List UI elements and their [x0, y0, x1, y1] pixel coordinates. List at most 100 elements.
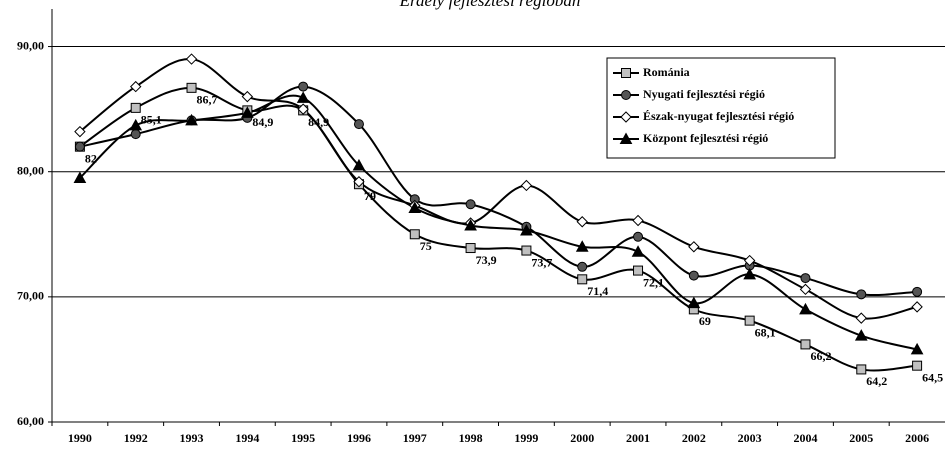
marker [799, 283, 812, 296]
x-tick-label: 2001 [626, 431, 650, 445]
marker [577, 274, 588, 285]
marker [800, 273, 811, 284]
y-tick-label: 80,00 [17, 163, 44, 177]
data-label: 86,7 [197, 93, 218, 107]
x-tick-label: 1994 [235, 431, 259, 445]
data-label: 69 [699, 314, 711, 328]
marker [186, 82, 197, 93]
marker [520, 179, 533, 192]
marker [688, 241, 700, 253]
marker [912, 286, 923, 297]
data-label: 79 [364, 189, 376, 203]
marker [621, 90, 631, 100]
marker [185, 53, 198, 65]
x-tick-label: 1996 [347, 431, 371, 445]
data-label: 68,1 [755, 325, 776, 339]
marker [799, 302, 812, 315]
legend-label: Románia [643, 65, 690, 79]
marker [633, 265, 644, 276]
marker [353, 176, 365, 188]
legend-label: Nyugati fejlesztési régió [643, 87, 765, 101]
marker [687, 296, 701, 309]
marker [130, 102, 141, 113]
marker [409, 229, 420, 240]
marker [130, 80, 142, 93]
legend-label: Észak-nyugat fejlesztési régió [643, 109, 794, 123]
marker [241, 90, 254, 103]
x-tick-label: 1990 [68, 431, 92, 445]
marker [296, 91, 310, 103]
data-label: 66,2 [810, 349, 831, 363]
data-label: 64,2 [866, 374, 887, 388]
marker [856, 289, 867, 300]
marker [74, 141, 85, 152]
marker [688, 270, 699, 281]
data-label: 85,1 [141, 113, 162, 127]
x-tick-label: 2000 [570, 431, 594, 445]
marker [464, 218, 477, 231]
marker [353, 119, 364, 130]
marker [620, 111, 632, 123]
x-tick-label: 1999 [514, 431, 538, 445]
x-tick-label: 2002 [682, 431, 706, 445]
data-label: 84,9 [308, 115, 329, 129]
data-label: 75 [420, 239, 432, 253]
marker [910, 342, 924, 355]
series-line [79, 86, 918, 372]
marker [911, 301, 923, 313]
data-label: 82 [85, 151, 97, 165]
marker [408, 201, 422, 213]
marker [130, 129, 141, 140]
data-label: 71,4 [587, 284, 608, 298]
marker [74, 125, 86, 138]
x-tick-label: 1998 [459, 431, 483, 445]
y-tick-label: 70,00 [17, 289, 44, 303]
marker [73, 171, 87, 183]
marker [297, 103, 309, 115]
data-label: 72,1 [643, 275, 664, 289]
marker [575, 240, 589, 252]
x-tick-label: 2006 [905, 431, 929, 445]
marker [800, 339, 811, 350]
series-line [79, 58, 918, 320]
marker [854, 329, 868, 341]
marker [743, 267, 757, 280]
data-label: 64,5 [922, 370, 943, 384]
data-label: 73,7 [531, 255, 552, 269]
x-tick-label: 1992 [124, 431, 148, 445]
marker [912, 360, 923, 371]
chart-title: Erdély fejlesztési régióban [399, 0, 581, 10]
marker [520, 223, 533, 236]
legend-label: Központ fejlesztési régió [643, 131, 768, 145]
marker [352, 158, 366, 171]
x-tick-label: 2004 [793, 431, 817, 445]
marker [576, 216, 588, 228]
data-label: 84,9 [252, 115, 273, 129]
marker [240, 106, 254, 118]
legend-box [606, 57, 836, 159]
marker [129, 118, 143, 131]
x-tick-label: 1997 [403, 431, 427, 445]
marker [465, 243, 476, 254]
marker [577, 261, 588, 272]
series-line [79, 94, 918, 351]
x-tick-label: 2005 [849, 431, 873, 445]
data-label: 73,9 [476, 253, 497, 267]
marker [632, 214, 644, 227]
x-tick-label: 1995 [291, 431, 315, 445]
marker [633, 231, 644, 242]
y-tick-label: 90,00 [17, 38, 44, 52]
marker [631, 245, 645, 257]
marker [619, 132, 633, 144]
marker [465, 199, 476, 210]
x-tick-label: 1993 [180, 431, 204, 445]
marker [744, 315, 755, 326]
marker [621, 68, 631, 78]
marker [743, 254, 756, 267]
marker [855, 312, 867, 324]
marker [856, 364, 867, 375]
marker [298, 81, 309, 92]
marker [521, 245, 532, 256]
y-tick-label: 60,00 [17, 414, 44, 428]
